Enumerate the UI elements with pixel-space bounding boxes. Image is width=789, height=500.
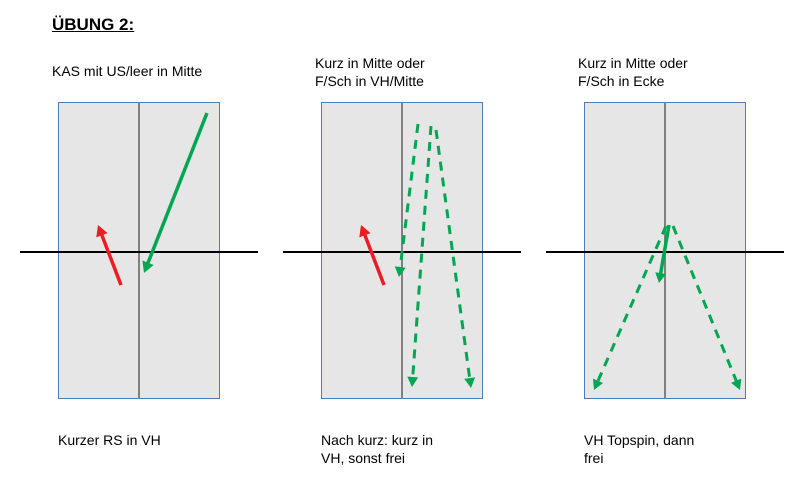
net-segment-1 bbox=[20, 251, 258, 253]
panel-3-top-label: Kurz in Mitte oder F/Sch in Ecke bbox=[578, 55, 688, 90]
net-segment-2 bbox=[283, 251, 521, 253]
net-segment-3 bbox=[546, 251, 784, 253]
panel-2-top-label: Kurz in Mitte oder F/Sch in VH/Mitte bbox=[315, 55, 425, 90]
panel-1-bottom-label: Kurzer RS in VH bbox=[58, 432, 161, 450]
exercise-title: ÜBUNG 2: bbox=[52, 15, 134, 35]
panel-1-top-label: KAS mit US/leer in Mitte bbox=[52, 63, 202, 81]
panel-3-bottom-label: VH Topspin, dann frei bbox=[584, 432, 694, 467]
panel-2-bottom-label: Nach kurz: kurz in VH, sonst frei bbox=[321, 432, 433, 467]
